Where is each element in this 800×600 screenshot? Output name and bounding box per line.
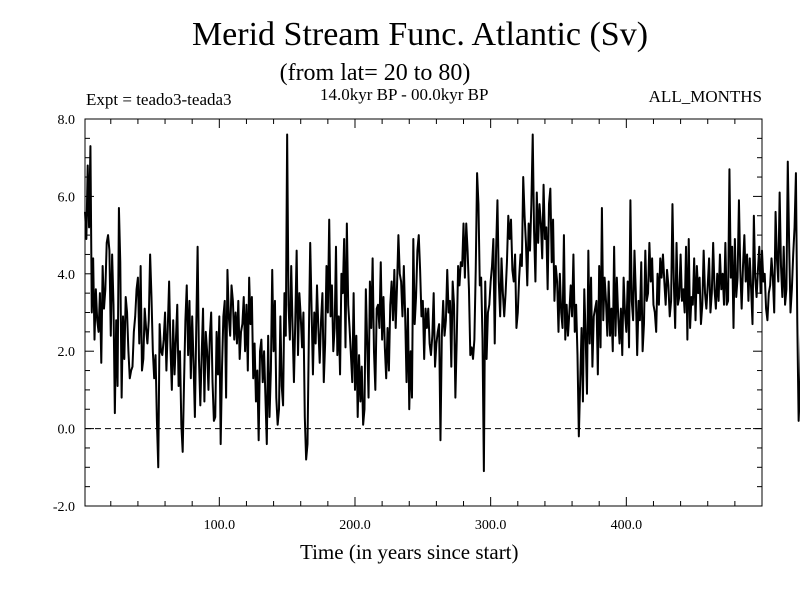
season-label: ALL_MONTHS	[648, 87, 762, 106]
axis-ticks	[85, 118, 762, 507]
x-tick-label: 200.0	[339, 518, 371, 533]
y-tick-label: 8.0	[58, 113, 76, 128]
series-line-amoc	[84, 133, 800, 473]
x-tick-label: 300.0	[475, 518, 507, 533]
x-tick-label: 100.0	[204, 518, 236, 533]
y-tick-label: -2.0	[53, 500, 75, 515]
x-axis-label: Time (in years since start)	[300, 540, 519, 564]
y-tick-label: 4.0	[58, 268, 76, 283]
chart-title: Merid Stream Func. Atlantic (Sv)	[191, 16, 649, 53]
experiment-label: Expt = teado3-teada3	[86, 90, 232, 109]
y-tick-label: 6.0	[58, 190, 76, 205]
y-tick-label: 2.0	[58, 345, 76, 360]
chart-subtitle: (from lat= 20 to 80)	[279, 60, 471, 86]
y-tick-label: 0.0	[58, 423, 76, 438]
x-tick-label: 400.0	[611, 518, 643, 533]
period-label: 14.0kyr BP - 00.0kyr BP	[320, 85, 489, 104]
axis-tick-labels: 100.0 200.0 300.0 400.0 -2.0 0.0 2.0 4.0 6.0 8.0	[53, 113, 642, 533]
